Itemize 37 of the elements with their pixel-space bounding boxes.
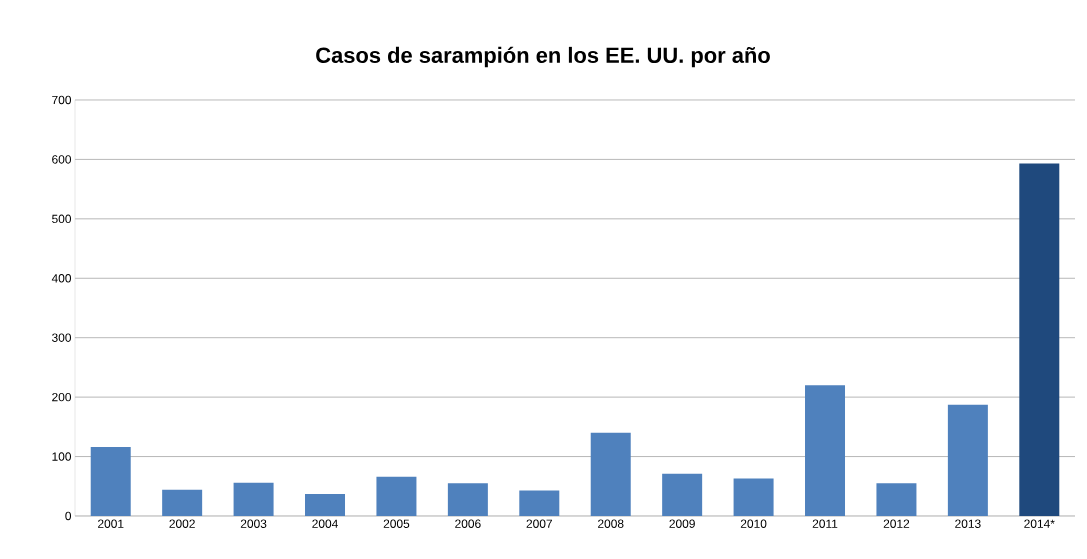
y-tick-label: 0 bbox=[65, 511, 72, 521]
y-tick-label: 100 bbox=[52, 452, 72, 461]
bar bbox=[947, 404, 988, 516]
chart-title: Casos de sarampión en los EE. UU. por año bbox=[316, 46, 770, 68]
y-tick-label: 700 bbox=[52, 95, 72, 105]
bar bbox=[162, 489, 203, 516]
y-tick-label: 500 bbox=[52, 214, 72, 224]
y-tick-label: 600 bbox=[52, 155, 72, 164]
y-tick-label: 300 bbox=[52, 333, 72, 342]
x-tick-label: 2005 bbox=[383, 519, 410, 528]
bar bbox=[233, 482, 274, 516]
bar bbox=[662, 473, 703, 516]
x-tick-label: 2002 bbox=[169, 519, 195, 528]
y-tick-label: 200 bbox=[52, 392, 72, 402]
x-tick-label: 2008 bbox=[598, 519, 624, 528]
y-tick-label: 400 bbox=[51, 274, 72, 283]
bar bbox=[305, 494, 346, 516]
x-tick-label: 2006 bbox=[455, 519, 481, 528]
bar bbox=[447, 483, 488, 516]
bar bbox=[1019, 163, 1060, 516]
x-tick-label: 2001 bbox=[98, 519, 124, 528]
bar bbox=[876, 483, 917, 516]
bar bbox=[376, 476, 417, 516]
x-tick-label: 2011 bbox=[812, 519, 838, 528]
bar bbox=[519, 490, 560, 516]
x-tick-label: 2010 bbox=[740, 519, 767, 528]
x-tick-label: 2003 bbox=[240, 519, 267, 528]
bar bbox=[590, 432, 631, 516]
x-tick-label: 2013 bbox=[955, 519, 981, 528]
x-tick-label: 2007 bbox=[526, 519, 552, 528]
bar bbox=[90, 447, 131, 516]
x-tick-label: 2009 bbox=[669, 519, 695, 528]
x-tick-label: 2004 bbox=[312, 519, 338, 528]
bar bbox=[805, 385, 846, 516]
x-tick-label: 2012 bbox=[883, 519, 910, 528]
bar bbox=[733, 478, 774, 516]
x-tick-label: 2014* bbox=[1024, 519, 1055, 528]
